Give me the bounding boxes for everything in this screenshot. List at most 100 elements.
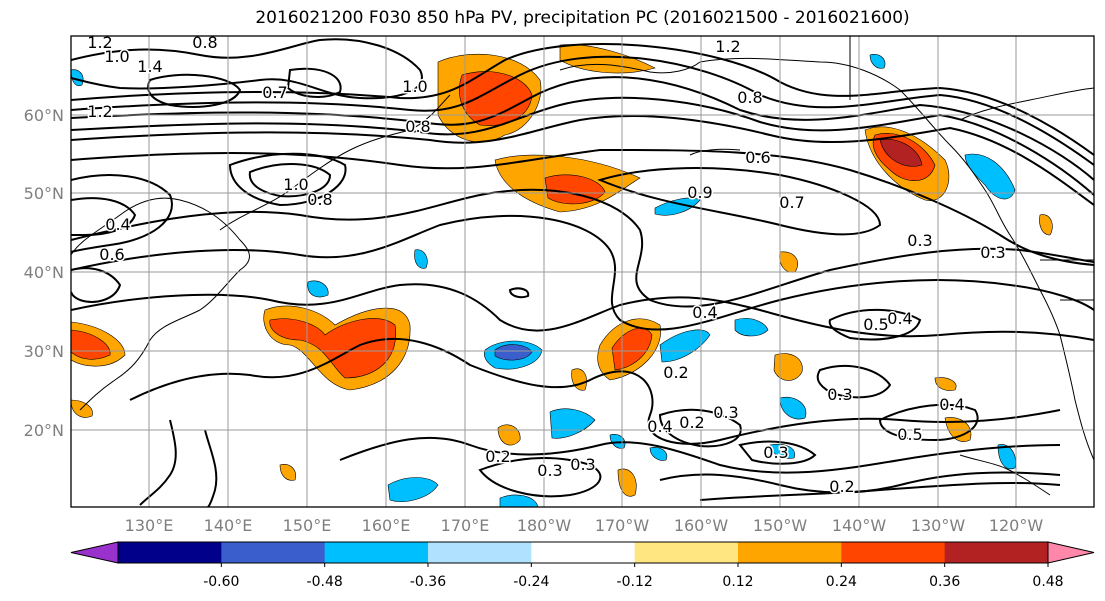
precip-blob: [869, 54, 886, 69]
pv-contour: [71, 283, 1094, 341]
pv-contour: [71, 197, 137, 236]
contour-label: 0.3: [907, 231, 932, 250]
precip-blob: [414, 249, 428, 269]
pv-contour: [71, 55, 1094, 166]
longitude-label: 140°W: [832, 516, 887, 535]
pv-contour: [828, 308, 922, 341]
pv-contour: [597, 167, 882, 236]
colorbar-extend-max: [1047, 541, 1095, 564]
pv-contour: [71, 214, 1094, 331]
precip-blob: [71, 329, 111, 360]
contour-label: 0.3: [763, 443, 788, 462]
precip-blob: [617, 468, 637, 497]
contour-label: 0.3: [980, 243, 1005, 262]
pv-contour: [71, 188, 1094, 308]
colorbar: [70, 541, 1095, 564]
colorbar-segment: [221, 542, 326, 563]
contour-label: 0.7: [779, 193, 804, 212]
precip-blob: [773, 353, 803, 381]
longitude-label: 160°E: [362, 516, 411, 535]
colorbar-segment: [634, 542, 739, 563]
contour-label: 0.8: [307, 190, 332, 209]
colorbar-tick-label: -0.36: [410, 574, 446, 590]
precip-blob: [571, 368, 587, 391]
pv-contour: [139, 419, 177, 506]
map-frame: [70, 35, 1095, 508]
contour-label: 0.3: [570, 455, 595, 474]
longitude-label: 170°W: [595, 516, 650, 535]
coastline: [959, 87, 1094, 121]
pv-contour: [508, 287, 530, 299]
colorbar-tick-label: 0.24: [826, 574, 857, 590]
precip-blob: [779, 396, 807, 420]
colorbar-segment: [738, 542, 842, 563]
longitude-labels: 130°E 140°E 150°E 160°E 170°E 180°W 170°W 160°W…: [125, 516, 1044, 535]
pv-contour: [71, 174, 173, 253]
contour-label: 1.2: [87, 102, 112, 121]
gridlines: [71, 36, 1094, 507]
longitude-label: 150°W: [753, 516, 808, 535]
colorbar-tick-label: 0.48: [1032, 574, 1063, 590]
pv-contour: [286, 67, 342, 98]
contour-label: 0.2: [829, 477, 854, 496]
colorbar-segment: [841, 542, 946, 563]
longitude-label: 180°W: [517, 516, 572, 535]
pv-contour: [699, 481, 1061, 501]
latitude-label: 30°N: [24, 342, 64, 361]
pv-contour: [71, 114, 1094, 206]
colorbar-segment: [944, 542, 1049, 563]
contour-label: 0.4: [105, 215, 130, 234]
colorbar-tick-label: 0.12: [722, 574, 753, 590]
latitude-label: 20°N: [24, 421, 64, 440]
map-title: 2016021200 F030 850 hPa PV, precipitatio…: [255, 8, 910, 28]
pv-contour: [878, 403, 979, 442]
contour-label: 0.6: [99, 245, 124, 264]
colorbar-segment: [531, 542, 636, 563]
longitude-label: 150°E: [283, 516, 332, 535]
pv-contour: [339, 436, 1061, 474]
coastline: [559, 61, 701, 74]
precip-blob: [1039, 214, 1053, 236]
contour-label: 0.7: [262, 83, 287, 102]
pv-contour: [71, 96, 1094, 196]
contour-label: 1.2: [87, 33, 112, 52]
precip-blob: [499, 494, 539, 507]
precip-blob: [769, 443, 796, 459]
contour-label: 0.4: [939, 395, 964, 414]
contour-label: 0.6: [745, 148, 770, 167]
pv-contour: [738, 440, 817, 465]
contour-label: 1.0: [283, 175, 308, 194]
pv-contour: [71, 43, 1094, 156]
coastline: [219, 94, 451, 231]
coastline: [71, 197, 250, 411]
pv-contour: [71, 76, 1094, 181]
contour-label: 0.5: [863, 315, 888, 334]
colorbar-tick-label: -0.12: [617, 574, 653, 590]
longitude-label: 130°E: [125, 516, 174, 535]
contour-label: 0.5: [897, 425, 922, 444]
latitude-label: 50°N: [24, 184, 64, 203]
contour-label: 0.2: [679, 413, 704, 432]
pv-contour: [71, 38, 423, 100]
contour-label: 0.3: [827, 385, 852, 404]
precip-blob: [494, 344, 533, 361]
coastline: [689, 148, 741, 156]
longitude-label: 120°W: [989, 516, 1044, 535]
pv-contour: [129, 337, 1061, 445]
latitude-label: 60°N: [24, 106, 64, 125]
precip-blob: [649, 447, 668, 461]
contour-label: 0.4: [887, 309, 912, 328]
contour-label: 1.0: [402, 77, 427, 96]
precip-blob: [279, 464, 296, 481]
pv-contours: [71, 38, 1094, 507]
contour-label: 0.9: [687, 183, 712, 202]
contour-label: 0.4: [692, 303, 717, 322]
precip-blob: [387, 477, 439, 502]
longitude-label: 160°W: [674, 516, 729, 535]
precip-blob: [879, 139, 923, 167]
colorbar-tick-label: 0.36: [929, 574, 960, 590]
precip-blob: [549, 408, 596, 439]
precip-blob: [609, 434, 626, 449]
pv-contour: [228, 152, 347, 207]
pv-contour: [147, 73, 242, 108]
